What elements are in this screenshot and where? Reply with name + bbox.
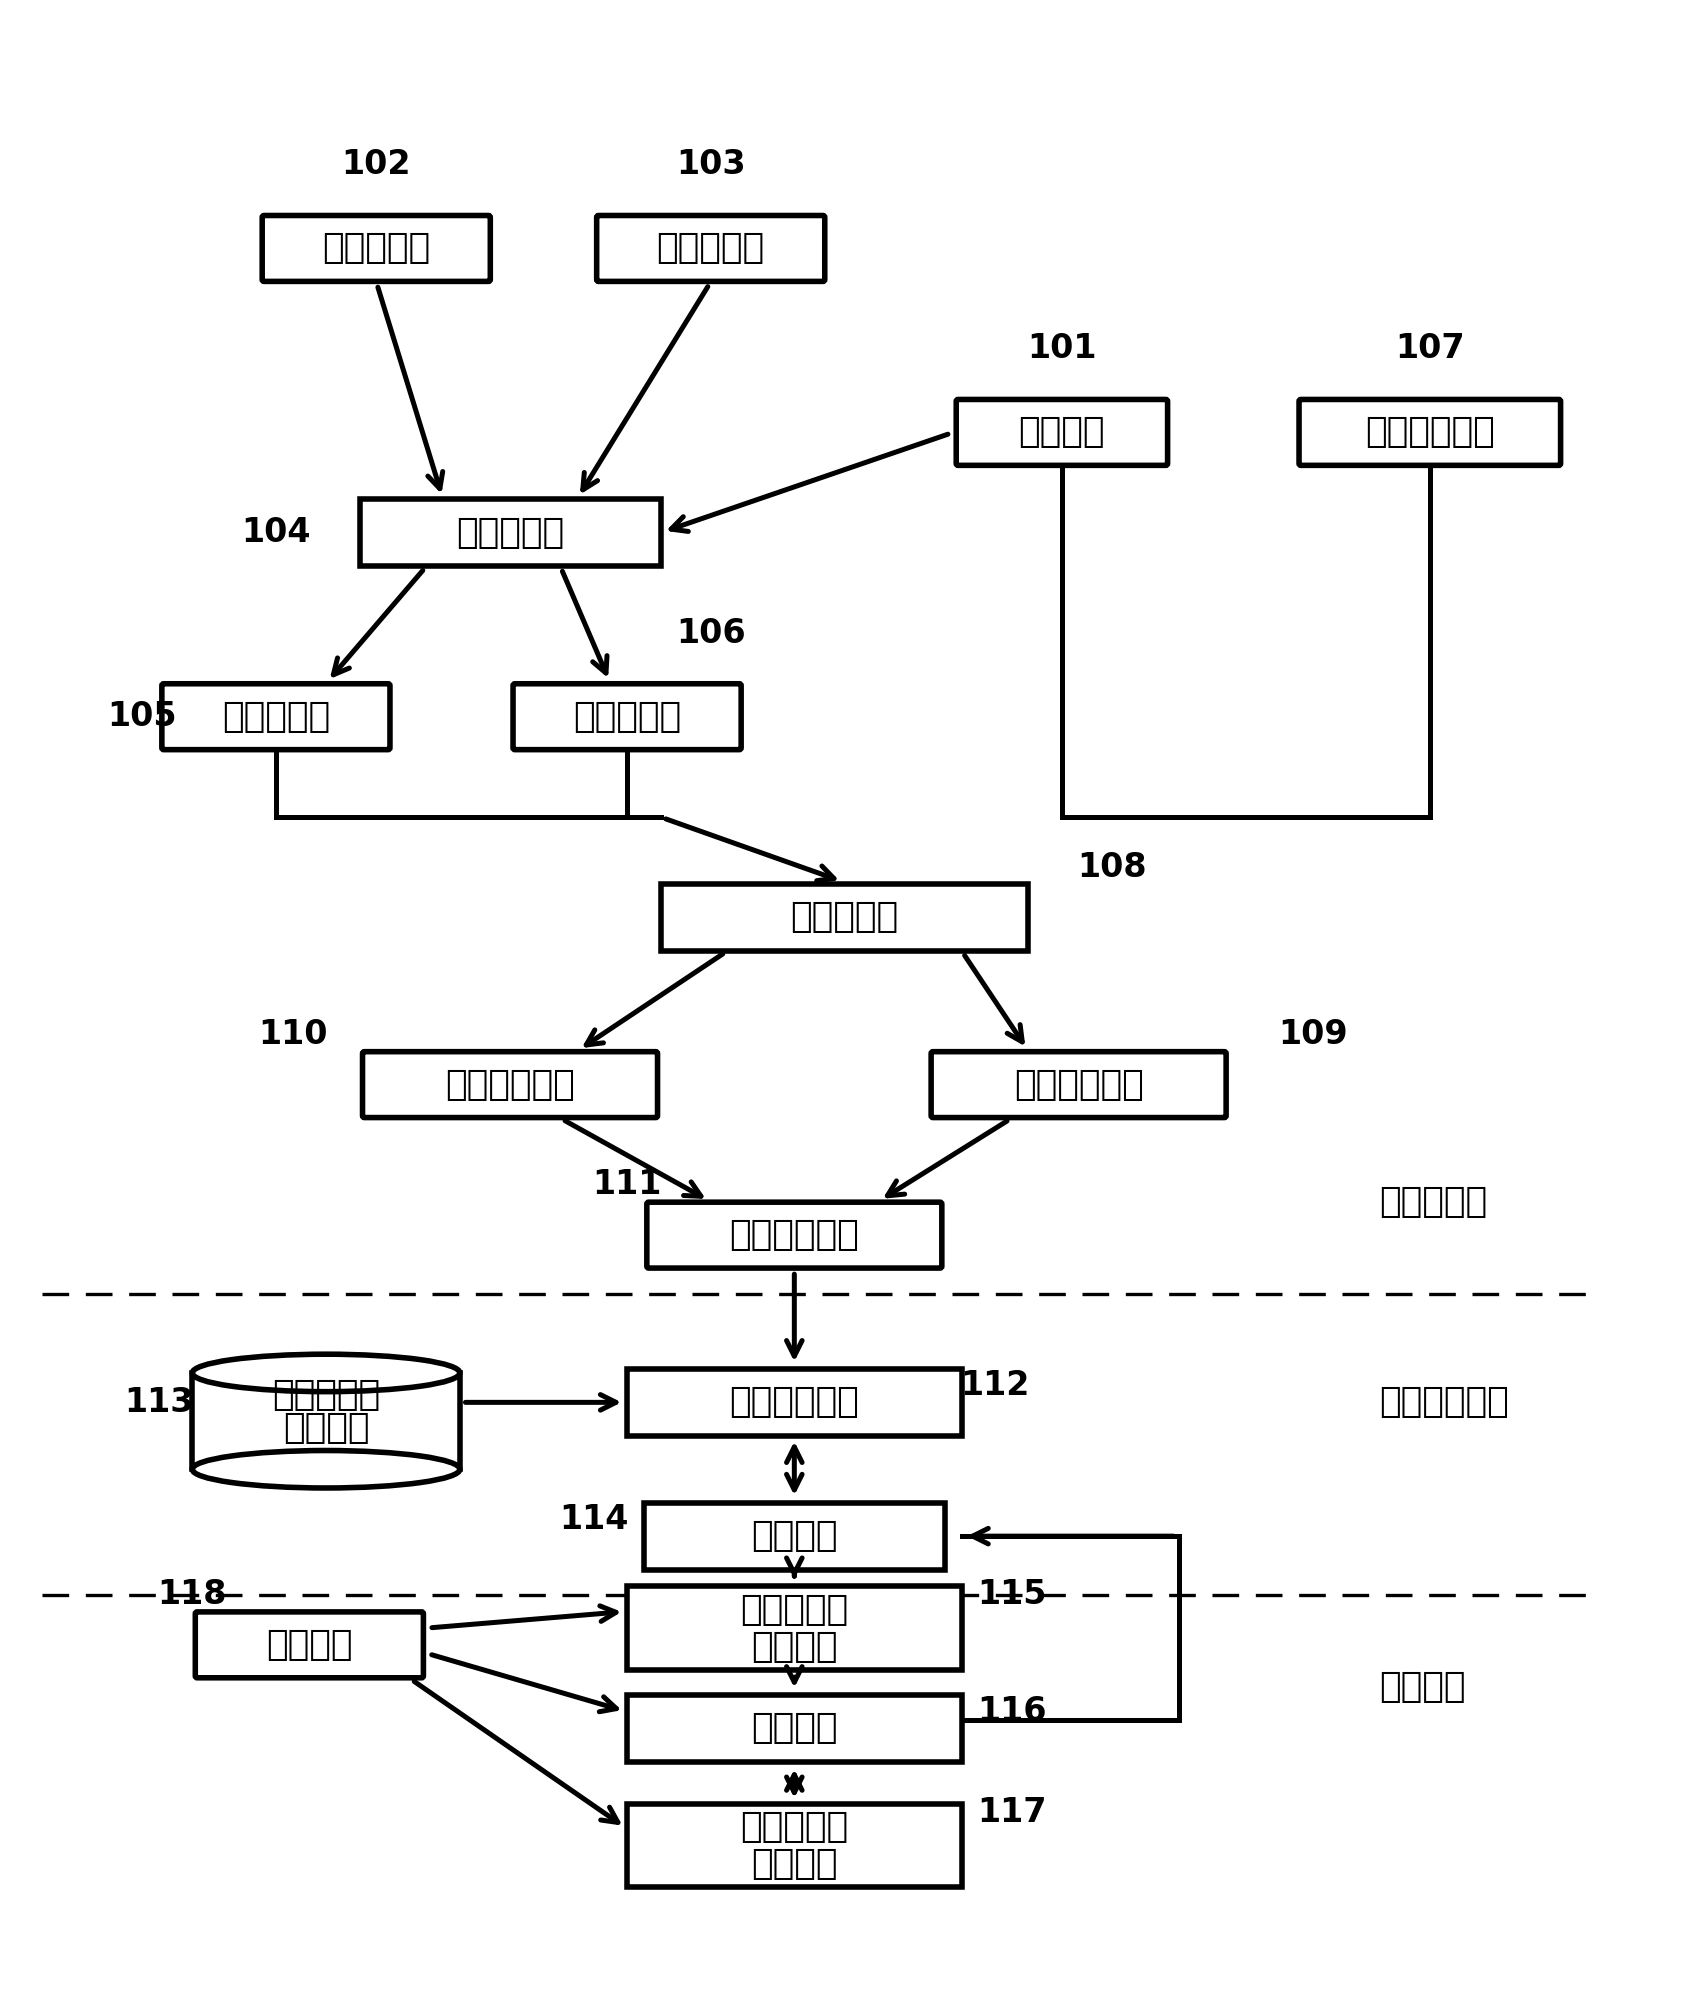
Text: 111: 111 bbox=[593, 1169, 662, 1201]
Text: 故障修复前: 故障修复前 bbox=[740, 1594, 848, 1628]
FancyBboxPatch shape bbox=[647, 1201, 942, 1267]
Text: 102: 102 bbox=[341, 148, 410, 182]
Text: 104: 104 bbox=[242, 517, 311, 549]
Text: 116: 116 bbox=[976, 1696, 1047, 1728]
Bar bbox=[627, 1804, 961, 1888]
FancyBboxPatch shape bbox=[262, 216, 490, 282]
Text: 网络拓扑: 网络拓扑 bbox=[1018, 414, 1105, 448]
Ellipse shape bbox=[193, 1353, 459, 1391]
FancyBboxPatch shape bbox=[363, 1051, 657, 1117]
Text: 业务请求处理: 业务请求处理 bbox=[730, 1385, 860, 1419]
Text: 故障修复后: 故障修复后 bbox=[740, 1810, 848, 1844]
Text: 资源倒换: 资源倒换 bbox=[752, 1848, 838, 1882]
Text: 分配算法: 分配算法 bbox=[282, 1411, 370, 1445]
Text: 112: 112 bbox=[961, 1369, 1030, 1401]
Text: 故障状态: 故障状态 bbox=[1380, 1670, 1466, 1704]
Text: 110: 110 bbox=[258, 1017, 328, 1051]
Text: 可用囘集合: 可用囘集合 bbox=[221, 701, 329, 733]
Text: 101: 101 bbox=[1027, 332, 1096, 364]
Text: 118: 118 bbox=[157, 1578, 226, 1612]
FancyBboxPatch shape bbox=[931, 1051, 1226, 1117]
FancyBboxPatch shape bbox=[1299, 400, 1561, 464]
Bar bbox=[627, 1369, 961, 1435]
Text: 108: 108 bbox=[1078, 851, 1147, 883]
Text: 倒换规则: 倒换规则 bbox=[267, 1628, 353, 1662]
Text: 103: 103 bbox=[676, 148, 745, 182]
Text: 囘搜索算法: 囘搜索算法 bbox=[657, 232, 765, 266]
Text: 114: 114 bbox=[559, 1504, 628, 1536]
Text: 网孔囘集合: 网孔囘集合 bbox=[573, 701, 681, 733]
FancyBboxPatch shape bbox=[162, 685, 390, 749]
Bar bbox=[360, 498, 660, 567]
Text: 两步配置法: 两步配置法 bbox=[790, 901, 899, 935]
Text: 路由和波长: 路由和波长 bbox=[272, 1377, 380, 1411]
Bar bbox=[644, 1504, 944, 1570]
Text: 工作资源分配: 工作资源分配 bbox=[1013, 1067, 1143, 1101]
Text: 105: 105 bbox=[108, 701, 177, 733]
Text: 囘长度限制: 囘长度限制 bbox=[323, 232, 431, 266]
Text: 113: 113 bbox=[123, 1385, 194, 1419]
Text: 117: 117 bbox=[976, 1796, 1047, 1828]
Text: 106: 106 bbox=[676, 617, 745, 649]
Text: 故障检测: 故障检测 bbox=[752, 1520, 838, 1554]
Text: 预配置后拓扑: 预配置后拓扑 bbox=[730, 1217, 860, 1251]
Bar bbox=[660, 885, 1029, 951]
Text: 107: 107 bbox=[1395, 332, 1464, 364]
FancyBboxPatch shape bbox=[513, 685, 741, 749]
Text: 保护倒换: 保护倒换 bbox=[752, 1630, 838, 1664]
Text: 囘集合搜索: 囘集合搜索 bbox=[456, 517, 564, 551]
Bar bbox=[627, 1696, 961, 1762]
Text: 保护资源分配: 保护资源分配 bbox=[446, 1067, 574, 1101]
Text: 故障修复: 故障修复 bbox=[752, 1712, 838, 1746]
Text: 109: 109 bbox=[1279, 1017, 1348, 1051]
Text: 预配置状态: 预配置状态 bbox=[1380, 1185, 1488, 1219]
FancyBboxPatch shape bbox=[196, 1612, 424, 1678]
FancyBboxPatch shape bbox=[596, 216, 824, 282]
Text: 115: 115 bbox=[976, 1578, 1047, 1612]
Ellipse shape bbox=[193, 1451, 459, 1487]
Bar bbox=[193, 1373, 459, 1469]
FancyBboxPatch shape bbox=[956, 400, 1167, 464]
Text: 正常工作状态: 正常工作状态 bbox=[1380, 1385, 1510, 1419]
Bar bbox=[627, 1586, 961, 1670]
Text: 链路容量信息: 链路容量信息 bbox=[1365, 414, 1495, 448]
